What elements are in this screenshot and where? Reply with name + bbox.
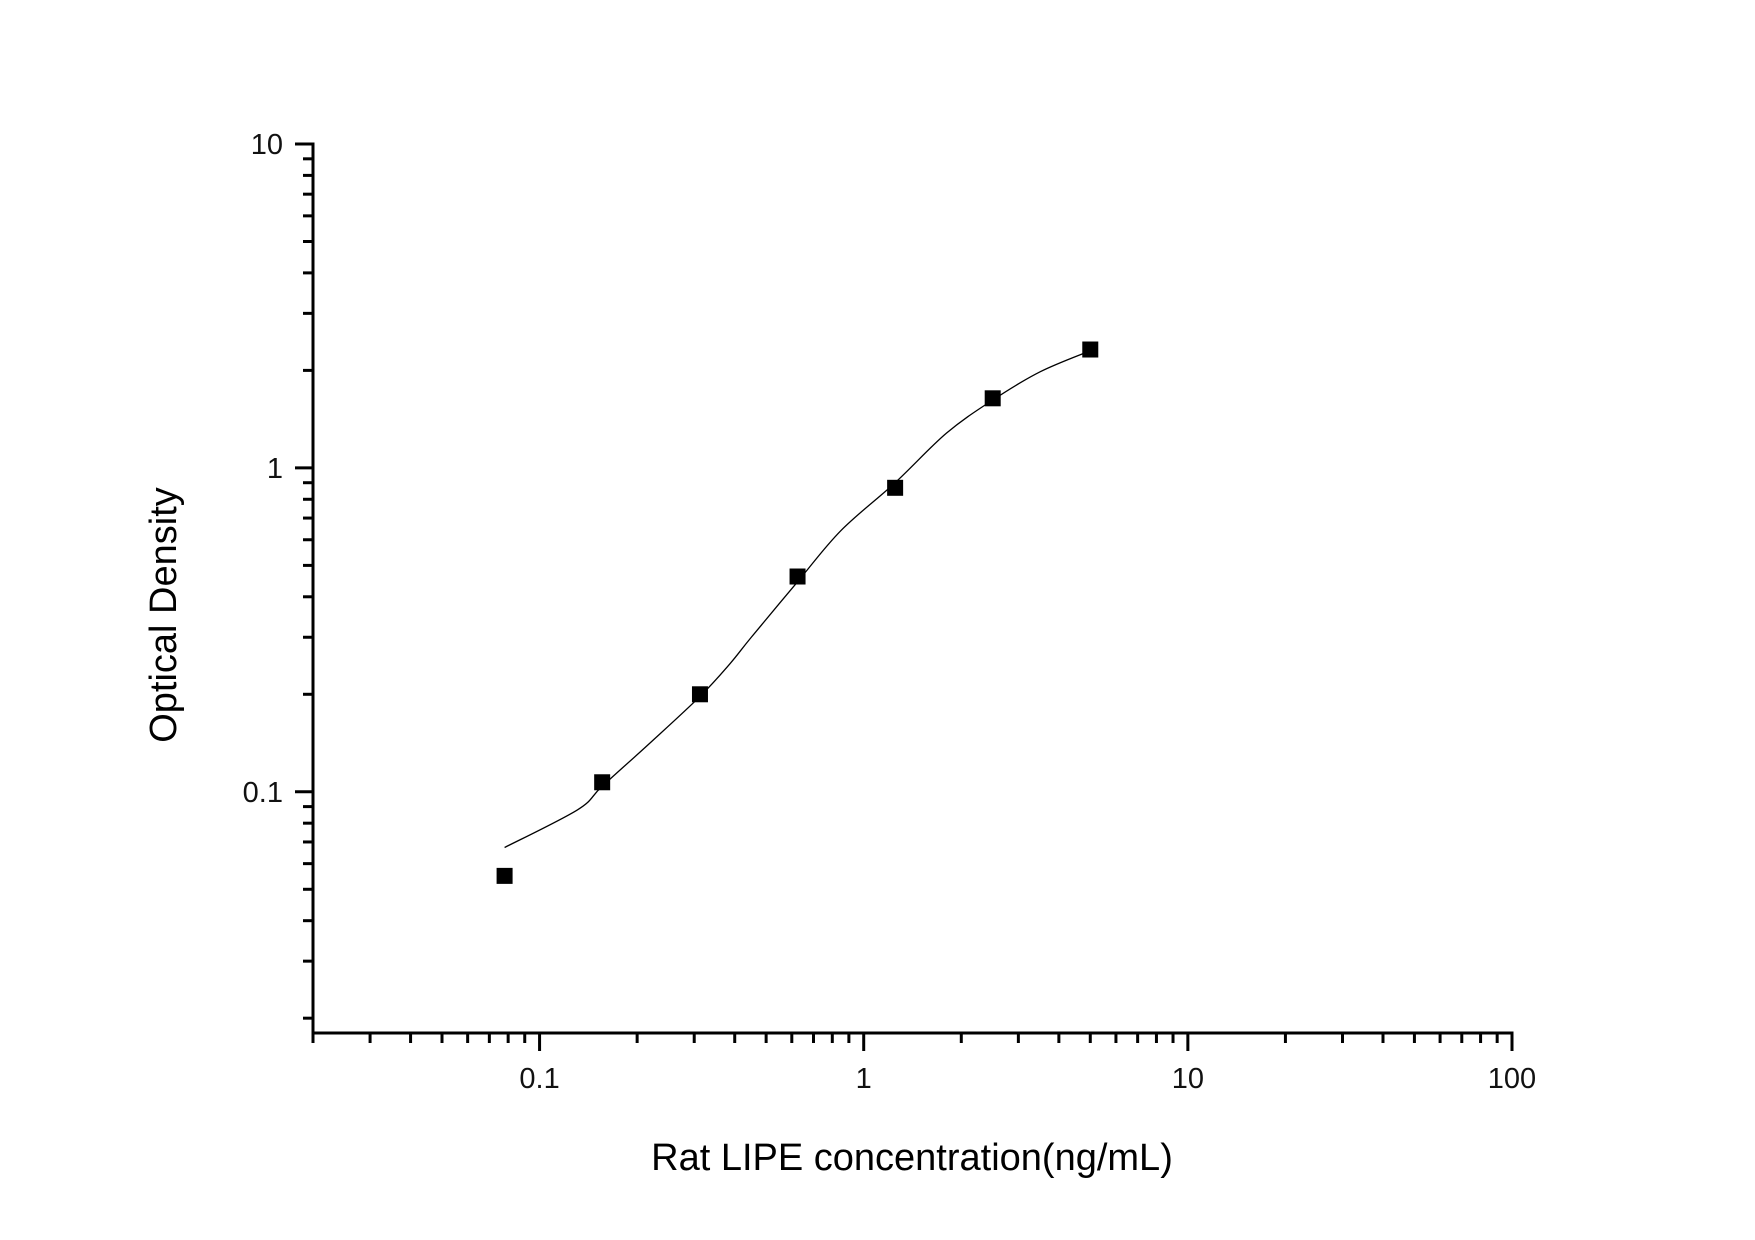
y-tick-label: 0.1 (243, 777, 283, 809)
x-tick-label: 10 (1172, 1063, 1204, 1095)
fitted-curve (504, 350, 1091, 849)
data-point-marker (887, 479, 904, 496)
data-point-marker (594, 774, 611, 791)
data-point-marker (1082, 341, 1099, 358)
x-axis: 0.1 1 10 100 (311, 1031, 1536, 1095)
y-axis-title: Optical Density (143, 487, 185, 743)
x-tick-label: 0.1 (519, 1063, 559, 1095)
y-axis: 0.1 1 10 (243, 129, 315, 1043)
data-point-marker (789, 568, 806, 585)
x-tick-label: 100 (1488, 1063, 1536, 1095)
x-tick-label: 1 (856, 1063, 872, 1095)
data-point-marker (691, 686, 708, 703)
fitted-curve-line (504, 350, 1091, 849)
y-tick-label: 1 (267, 453, 283, 485)
y-tick-label: 10 (251, 129, 283, 161)
data-point-marker (496, 867, 513, 884)
data-points (496, 341, 1099, 884)
x-axis-title: Rat LIPE concentration(ng/mL) (651, 1137, 1173, 1179)
data-point-marker (984, 390, 1001, 407)
